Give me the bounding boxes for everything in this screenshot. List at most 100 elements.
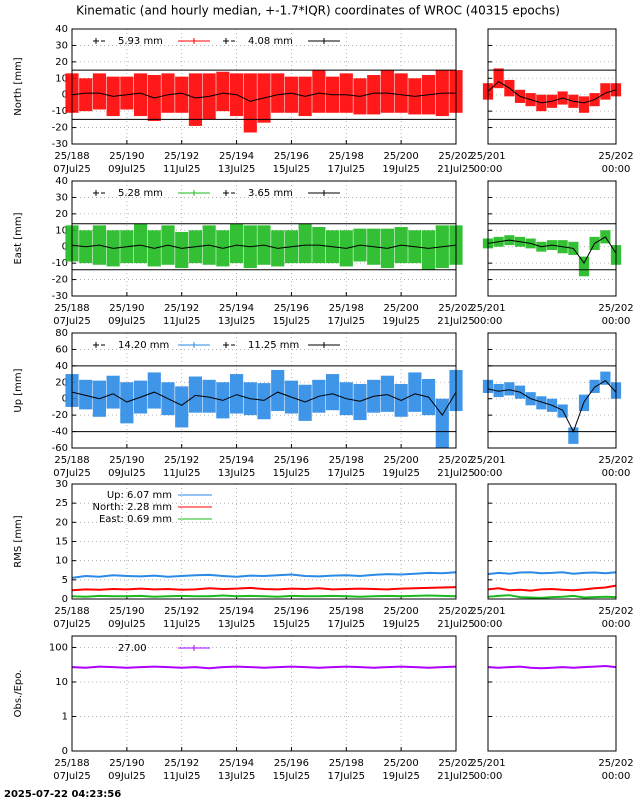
- error-bar: [147, 372, 161, 409]
- y-tick-label: 0: [62, 746, 68, 757]
- y-tick-label: 40: [55, 361, 68, 372]
- y-tick-label: 30: [55, 192, 68, 203]
- x-tick-label: 25/190: [109, 758, 144, 769]
- x-tick-label: 25/188: [54, 151, 89, 162]
- plot-frame: [487, 28, 617, 145]
- x-tick-label: 25/200: [384, 455, 419, 466]
- x-tick-label: 25/202: [438, 303, 473, 314]
- legend-marker: [223, 38, 235, 44]
- y-tick-label: 10: [55, 677, 68, 688]
- x-tick-label: 25/198: [329, 303, 364, 314]
- x-tick-date: 21Jul25: [437, 771, 475, 782]
- legend-marker: [93, 190, 105, 196]
- x-tick-date: 11Jul25: [163, 771, 201, 782]
- y-tick-label: 40: [55, 176, 68, 187]
- plot-frame: [71, 483, 457, 600]
- legend-swatch-marker: [321, 342, 327, 348]
- series-line: [71, 92, 456, 102]
- x-tick-date: 15Jul25: [273, 771, 311, 782]
- y-tick-label: 20: [55, 377, 68, 388]
- x-tick-label: 25/194: [219, 151, 254, 162]
- legend-label: 27.00: [118, 643, 147, 654]
- x-tick-label: 25/192: [164, 758, 199, 769]
- legend-swatch-marker: [321, 190, 327, 196]
- x-tick-date: 09Jul25: [108, 316, 146, 327]
- x-tick-date: 11Jul25: [163, 619, 201, 630]
- x-tick-date: 00:00: [474, 468, 503, 479]
- error-bar: [257, 383, 271, 420]
- timestamp: 2025-07-22 04:23:56: [4, 789, 121, 800]
- x-tick-date: 21Jul25: [437, 316, 475, 327]
- y-tick-label: 20: [55, 209, 68, 220]
- error-bar: [380, 70, 395, 113]
- x-tick-label: 25/202: [598, 151, 633, 162]
- y-tick-label: -30: [52, 139, 68, 150]
- legend-marker: [223, 342, 235, 348]
- y-tick-label: 5: [62, 575, 68, 586]
- x-tick-label: 25/196: [274, 758, 309, 769]
- y-tick-label: 0: [62, 242, 68, 253]
- y-tick-label: 30: [55, 40, 68, 51]
- x-tick-date: 17Jul25: [328, 468, 366, 479]
- panel: 25/201 00:00 25/202 00:00: [470, 635, 634, 782]
- y-tick-label: 10: [55, 225, 68, 236]
- legend-label: North: 2.28 mm: [93, 502, 172, 513]
- error-bar: [380, 375, 395, 412]
- series-line: [487, 379, 617, 433]
- x-tick-date: 07Jul25: [53, 771, 91, 782]
- plot-frame: [487, 483, 617, 600]
- y-tick-label: 0: [62, 594, 68, 605]
- y-axis-label: Obs./Epo.: [13, 670, 24, 718]
- plot-frame: [487, 332, 617, 449]
- error-bar: [120, 382, 134, 424]
- x-tick-date: 19Jul25: [382, 771, 420, 782]
- x-tick-label: 25/202: [438, 455, 473, 466]
- series-line: [487, 664, 617, 670]
- x-tick-label: 25/201: [470, 758, 505, 769]
- series-line: [71, 594, 457, 598]
- error-bar: [133, 223, 148, 264]
- x-tick-date: 13Jul25: [218, 619, 256, 630]
- error-bar: [133, 73, 148, 117]
- x-tick-date: 00:00: [602, 771, 631, 782]
- x-tick-label: 25/192: [164, 606, 199, 617]
- x-tick-label: 25/198: [329, 606, 364, 617]
- series-line: [487, 571, 617, 576]
- series-line: [487, 584, 617, 592]
- error-bar: [493, 68, 504, 89]
- plot-frame: [71, 635, 457, 752]
- error-bar: [175, 231, 189, 269]
- error-bar: [435, 398, 449, 448]
- y-tick-label: -20: [52, 410, 68, 421]
- x-tick-date: 00:00: [474, 771, 503, 782]
- y-tick-label: 20: [55, 57, 68, 68]
- y-tick-label: 15: [55, 537, 68, 548]
- y-tick-label: 1: [62, 711, 68, 722]
- x-tick-date: 11Jul25: [163, 316, 201, 327]
- plot-frame: [487, 180, 617, 297]
- series-line: [71, 586, 457, 592]
- x-tick-label: 25/190: [109, 455, 144, 466]
- error-bar: [421, 230, 436, 270]
- y-tick-label: 80: [55, 328, 68, 339]
- x-tick-label: 25/190: [109, 151, 144, 162]
- x-tick-date: 09Jul25: [108, 468, 146, 479]
- x-tick-label: 25/198: [329, 758, 364, 769]
- y-axis-label: Up [mm]: [13, 368, 24, 412]
- x-tick-label: 25/192: [164, 303, 199, 314]
- x-tick-date: 00:00: [602, 619, 631, 630]
- error-bar: [298, 384, 312, 421]
- x-tick-label: 25/202: [598, 455, 633, 466]
- legend-swatch-marker: [191, 38, 197, 44]
- error-bar: [325, 374, 340, 411]
- error-bar: [188, 376, 203, 413]
- series-line: [487, 594, 617, 599]
- error-bar: [175, 386, 189, 428]
- x-tick-date: 00:00: [602, 468, 631, 479]
- x-tick-label: 25/202: [598, 606, 633, 617]
- legend-label: 11.25 mm: [248, 340, 299, 351]
- series-line: [71, 244, 457, 249]
- error-bar: [188, 73, 203, 126]
- panel: -30 -20 -10 0 10 20 30 40 25/188 07Jul25 25/190 09J…: [13, 176, 475, 327]
